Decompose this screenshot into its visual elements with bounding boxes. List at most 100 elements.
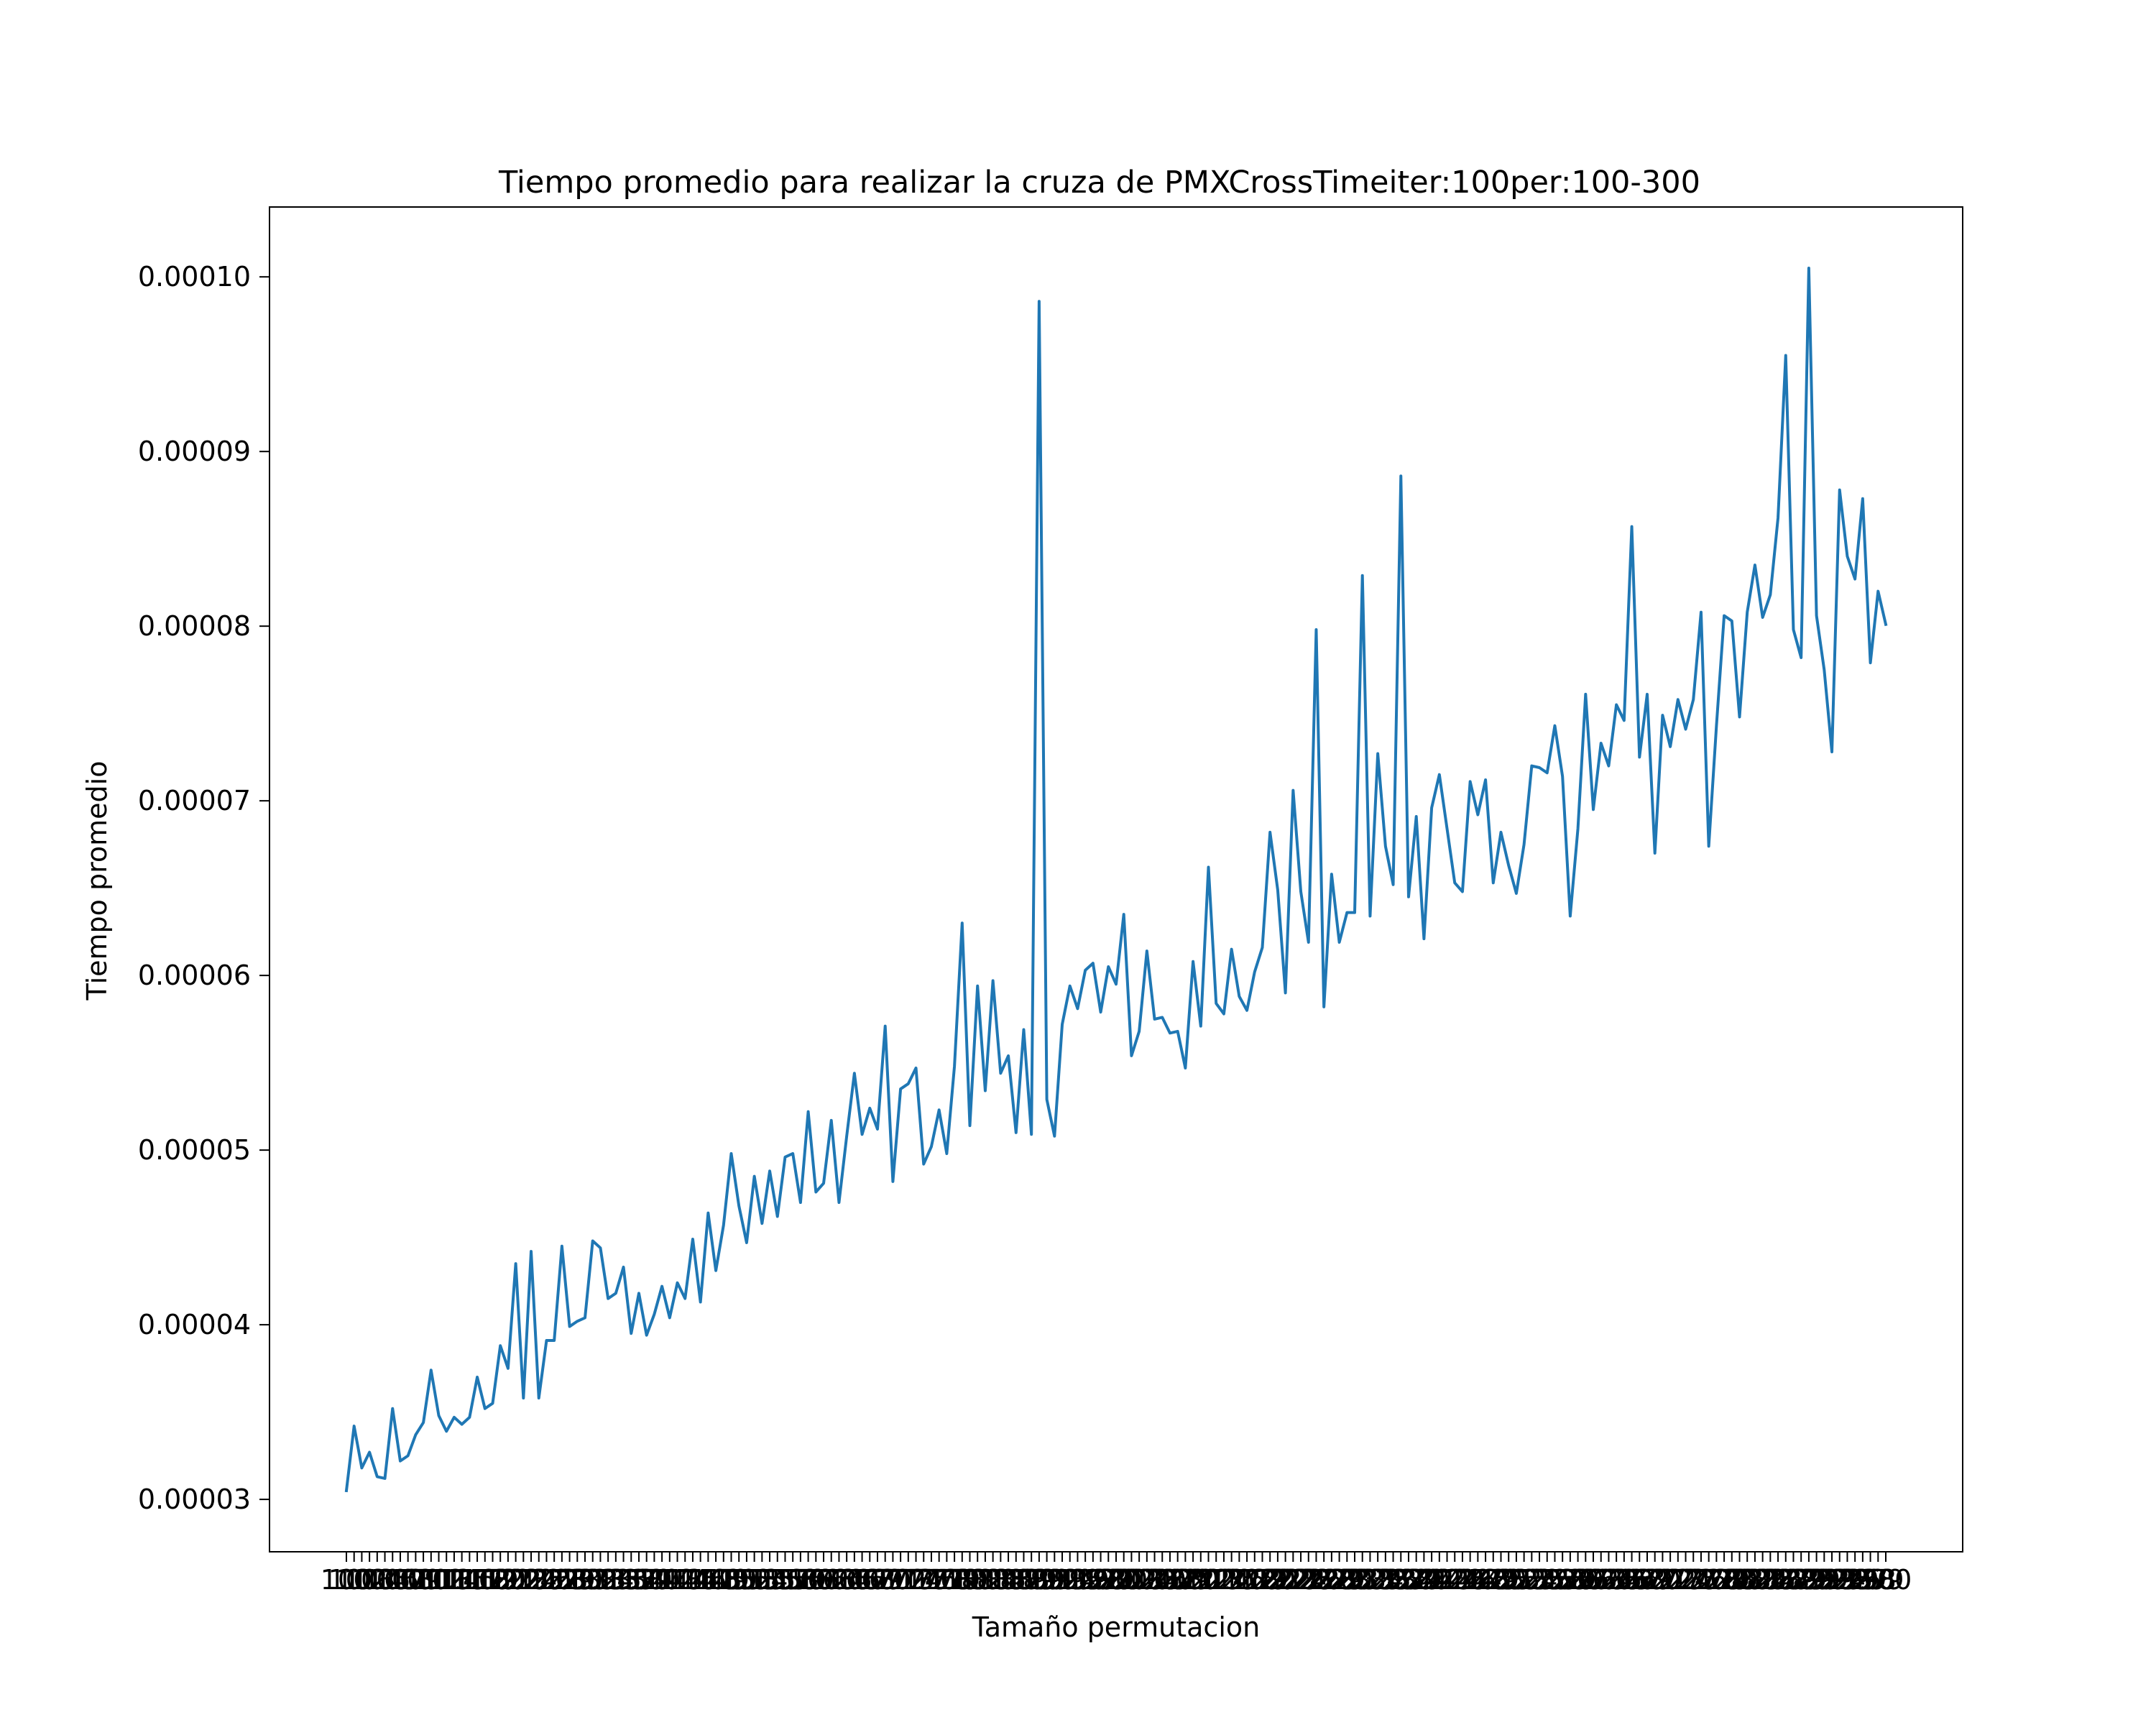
- x-tick-label: 202: [1105, 1564, 1158, 1596]
- x-tick-label: 274: [1659, 1564, 1712, 1596]
- x-tick-label: 294: [1813, 1564, 1866, 1596]
- y-tick-label: 0.00005: [138, 1134, 251, 1166]
- x-tick-label: 225: [1282, 1564, 1335, 1596]
- x-tick-label: 128: [536, 1564, 589, 1596]
- x-tick-label: 197: [1067, 1564, 1120, 1596]
- x-tick-label: 285: [1744, 1564, 1797, 1596]
- x-tick-label: 242: [1414, 1564, 1466, 1596]
- x-tick-label: 187: [990, 1564, 1043, 1596]
- x-tick-label: 106: [367, 1564, 419, 1596]
- x-tick-label: 190: [1013, 1564, 1066, 1596]
- x-tick-label: 263: [1575, 1564, 1627, 1596]
- x-tick-label: 133: [574, 1564, 627, 1596]
- x-tick-label: 214: [1198, 1564, 1250, 1596]
- x-tick-label: 299: [1852, 1564, 1904, 1596]
- x-tick-label: 125: [512, 1564, 565, 1596]
- x-tick-label: 146: [674, 1564, 727, 1596]
- x-tick-label: 240: [1398, 1564, 1450, 1596]
- x-tick-label: 121: [482, 1564, 535, 1596]
- x-tick-label: 297: [1837, 1564, 1889, 1596]
- x-tick-label: 271: [1636, 1564, 1689, 1596]
- x-tick-label: 144: [659, 1564, 711, 1596]
- x-tick-label: 249: [1468, 1564, 1520, 1596]
- x-tick-label: 169: [852, 1564, 904, 1596]
- x-tick-label: 149: [698, 1564, 750, 1596]
- x-tick-label: 266: [1598, 1564, 1651, 1596]
- x-tick-label: 212: [1182, 1564, 1235, 1596]
- x-tick-label: 295: [1821, 1564, 1874, 1596]
- x-tick-label: 210: [1167, 1564, 1220, 1596]
- x-tick-label: 117: [451, 1564, 504, 1596]
- x-tick-label: 265: [1590, 1564, 1643, 1596]
- x-tick-label: 220: [1244, 1564, 1296, 1596]
- x-tick-label: 298: [1844, 1564, 1897, 1596]
- x-tick-label: 112: [413, 1564, 465, 1596]
- x-tick-label: 183: [959, 1564, 1012, 1596]
- x-tick-label: 126: [520, 1564, 573, 1596]
- x-tick-label: 278: [1690, 1564, 1743, 1596]
- x-tick-label: 191: [1021, 1564, 1073, 1596]
- x-axis-label: Tamaño permutacion: [972, 1611, 1260, 1643]
- x-tick-label: 203: [1113, 1564, 1166, 1596]
- x-tick-label: 113: [420, 1564, 473, 1596]
- x-tick-label: 200: [1090, 1564, 1143, 1596]
- y-tick-label: 0.00007: [138, 785, 251, 816]
- x-tick-label: 111: [405, 1564, 458, 1596]
- x-tick-label: 255: [1514, 1564, 1566, 1596]
- x-tick-label: 277: [1682, 1564, 1735, 1596]
- x-tick-label: 231: [1329, 1564, 1381, 1596]
- x-tick-label: 246: [1444, 1564, 1496, 1596]
- x-tick-label: 174: [890, 1564, 942, 1596]
- x-tick-label: 118: [459, 1564, 512, 1596]
- x-tick-label: 159: [775, 1564, 827, 1596]
- x-tick-label: 244: [1429, 1564, 1481, 1596]
- y-tick-label: 0.00008: [138, 610, 251, 642]
- x-tick-label: 107: [374, 1564, 427, 1596]
- x-tick-label: 136: [597, 1564, 650, 1596]
- x-tick-label: 229: [1313, 1564, 1365, 1596]
- x-tick-label: 124: [505, 1564, 558, 1596]
- x-tick-label: 250: [1475, 1564, 1527, 1596]
- x-tick-label: 156: [751, 1564, 803, 1596]
- x-tick-label: 216: [1213, 1564, 1266, 1596]
- x-tick-label: 224: [1275, 1564, 1327, 1596]
- x-tick-label: 153: [728, 1564, 780, 1596]
- x-tick-label: 134: [582, 1564, 635, 1596]
- chart-title: Tiempo promedio para realizar la cruza d…: [498, 165, 1700, 201]
- x-tick-label: 291: [1790, 1564, 1843, 1596]
- x-tick-label: 198: [1074, 1564, 1127, 1596]
- x-tick-label: 181: [944, 1564, 996, 1596]
- x-tick-label: 251: [1483, 1564, 1535, 1596]
- x-tick-label: 105: [359, 1564, 411, 1596]
- x-tick-label: 115: [436, 1564, 488, 1596]
- x-tick-label: 192: [1028, 1564, 1081, 1596]
- x-tick-label: 120: [474, 1564, 527, 1596]
- x-tick-label: 186: [982, 1564, 1035, 1596]
- x-tick-label: 142: [644, 1564, 696, 1596]
- x-tick-label: 103: [344, 1564, 396, 1596]
- y-tick-label: 0.00010: [138, 261, 251, 293]
- x-axis: 1001011021031041051061071081091101111121…: [321, 1552, 1912, 1596]
- x-tick-label: 245: [1437, 1564, 1489, 1596]
- x-tick-label: 252: [1491, 1564, 1543, 1596]
- x-tick-label: 284: [1736, 1564, 1789, 1596]
- y-tick-label: 0.00003: [138, 1484, 251, 1515]
- x-tick-label: 270: [1628, 1564, 1681, 1596]
- x-tick-label: 228: [1306, 1564, 1358, 1596]
- x-tick-label: 286: [1752, 1564, 1805, 1596]
- x-tick-label: 139: [620, 1564, 673, 1596]
- y-axis: 0.00003 0.00004 0.00005 0.00006 0.00007 0.000…: [138, 261, 270, 1515]
- x-tick-label: 143: [651, 1564, 704, 1596]
- x-tick-label: 262: [1567, 1564, 1620, 1596]
- x-tick-label: 267: [1606, 1564, 1658, 1596]
- x-tick-label: 223: [1267, 1564, 1319, 1596]
- x-tick-label: 179: [929, 1564, 981, 1596]
- x-tick-label: 193: [1036, 1564, 1089, 1596]
- y-tick-label: 0.00004: [138, 1309, 251, 1340]
- x-tick-label: 175: [898, 1564, 950, 1596]
- x-tick-label: 154: [736, 1564, 788, 1596]
- x-tick-label: 219: [1236, 1564, 1289, 1596]
- x-tick-label: 260: [1552, 1564, 1604, 1596]
